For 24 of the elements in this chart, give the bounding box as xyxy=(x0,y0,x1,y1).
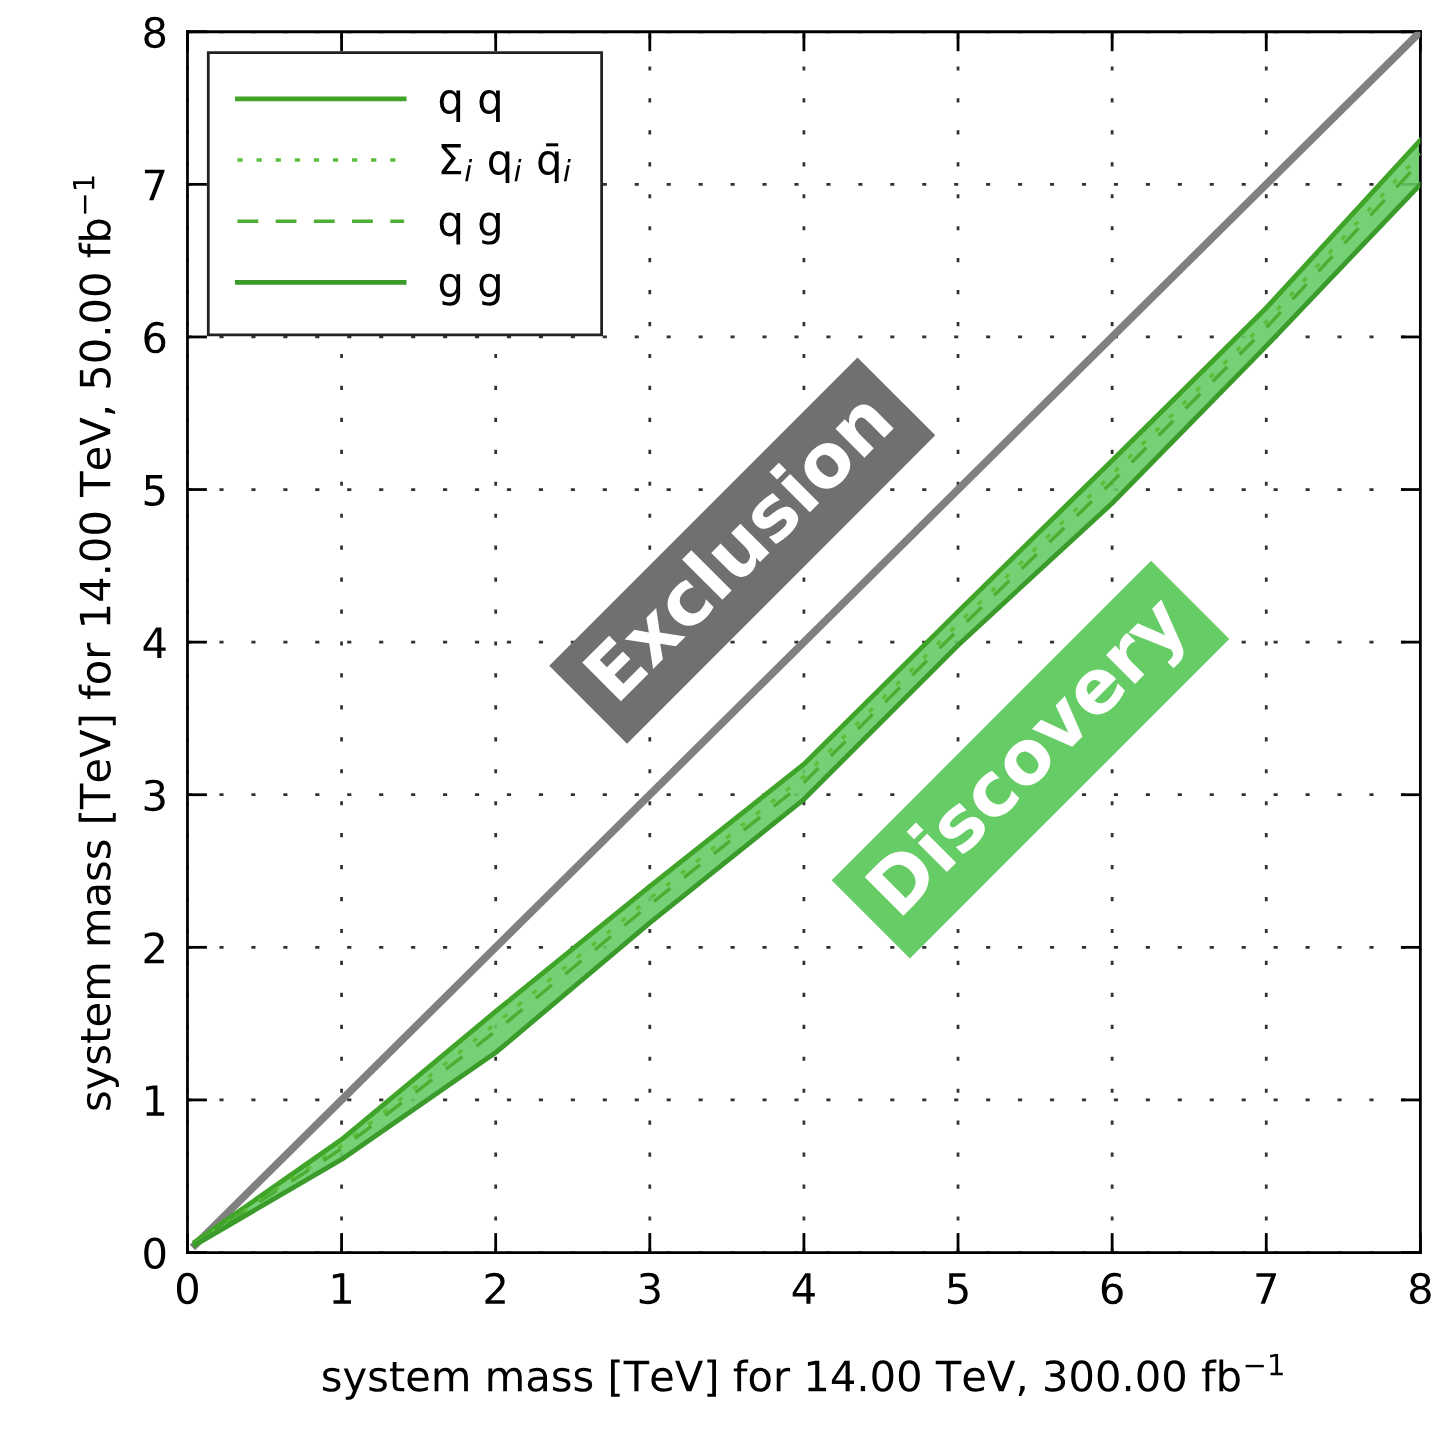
legend-label: Σ$_{i}$ q$_{i}$ q̄$_{i}$ xyxy=(441,143,571,184)
y-tick-label: 0 xyxy=(144,1237,166,1269)
x-tick-label: 5 xyxy=(947,1273,968,1305)
x-tick-label: 8 xyxy=(1409,1272,1431,1305)
legend-label: q g xyxy=(439,212,500,245)
y-tick-label: 5 xyxy=(144,474,165,506)
y-tick-label: 1 xyxy=(146,1085,165,1116)
x-tick-label: 3 xyxy=(639,1272,660,1305)
x-tick-label: 7 xyxy=(1256,1273,1276,1304)
x-tick-label: 1 xyxy=(332,1273,351,1304)
y-tick-label: 8 xyxy=(144,16,166,49)
y-tick-label: 7 xyxy=(144,169,165,201)
x-tick-label: 2 xyxy=(485,1272,505,1304)
x-tick-label: 0 xyxy=(176,1272,198,1305)
legend-label: q q xyxy=(439,90,500,123)
y-tick-label: 6 xyxy=(144,321,166,354)
x-tick-label: 4 xyxy=(792,1273,815,1304)
x-tick-label: 6 xyxy=(1101,1272,1123,1305)
legend-label: g g xyxy=(439,273,500,306)
y-tick-label: 2 xyxy=(144,932,164,964)
y-tick-label: 3 xyxy=(144,779,165,812)
y-tick-label: 4 xyxy=(143,627,166,658)
x-axis-title: system mass [TeV] for 14.00 TeV, 300.00 fb$^{−1}$ xyxy=(323,1353,1283,1400)
y-axis-title: system mass [TeV] for 14.00 TeV, 50.00 fb$^{−1}$ xyxy=(73,176,119,1110)
